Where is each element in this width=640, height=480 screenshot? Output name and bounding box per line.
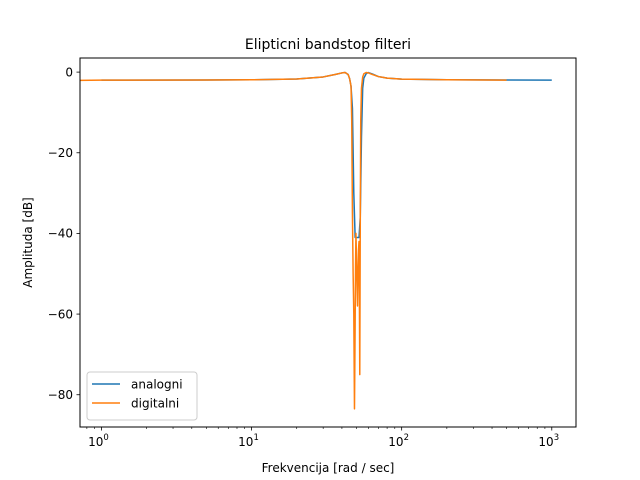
axes-frame (79, 57, 577, 428)
x-axis: 100 101 102 103 (86, 427, 559, 449)
y-tick-label: −40 (48, 227, 73, 241)
x-tick-label: 102 (388, 433, 409, 449)
x-tick-label: 103 (538, 433, 559, 449)
y-tick-label: −80 (48, 388, 73, 402)
legend-label-analogni: analogni (131, 377, 183, 391)
x-tick-label: 100 (88, 433, 109, 449)
y-axis: 0 −20 −40 −60 −80 (48, 65, 80, 402)
series-line-digitalni (79, 71, 507, 410)
plot-area (79, 57, 577, 428)
y-tick-label: 0 (65, 65, 73, 79)
y-axis-label: Amplituda [dB] (21, 197, 35, 288)
x-axis-label: Frekvencija [rad / sec] (262, 461, 395, 475)
legend-label-digitalni: digitalni (131, 396, 179, 410)
x-tick-label: 101 (238, 433, 259, 449)
chart-title: Elipticni bandstop filteri (245, 37, 411, 53)
series-layer (79, 71, 552, 410)
y-tick-label: −20 (48, 146, 73, 160)
y-tick-label: −60 (48, 307, 73, 321)
legend: analogni digitalni (86, 371, 198, 421)
